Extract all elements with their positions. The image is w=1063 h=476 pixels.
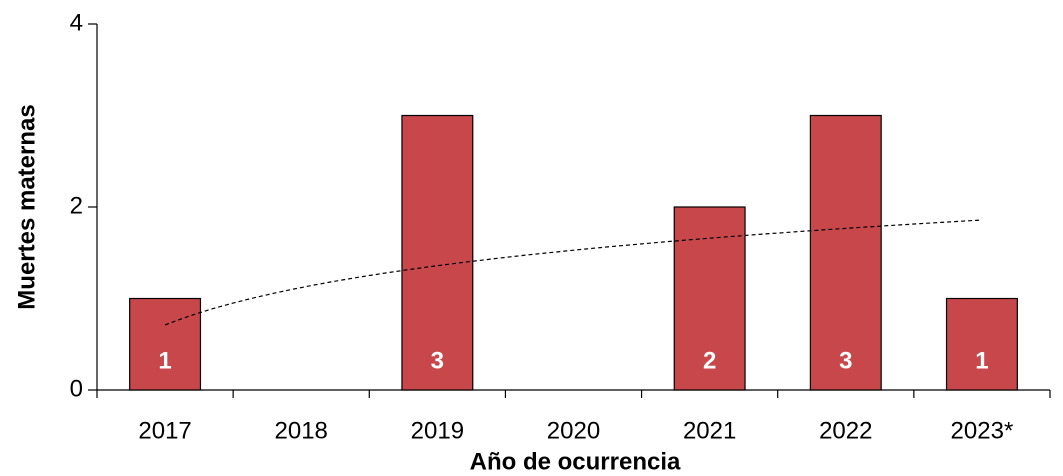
x-tick-label: 2019 [411, 417, 464, 444]
data-label: 1 [158, 347, 171, 374]
data-label: 3 [431, 347, 444, 374]
x-tick-label: 2017 [138, 417, 191, 444]
data-label: 2 [703, 347, 716, 374]
trendline [164, 219, 982, 326]
y-tick-label: 2 [70, 192, 83, 219]
y-axis-label: Muertes maternas [13, 104, 40, 309]
x-tick-label: 2023* [951, 417, 1014, 444]
bar [129, 297, 202, 391]
bar [945, 297, 1018, 391]
bar [809, 114, 882, 391]
x-tick-label: 2020 [547, 417, 600, 444]
bar [673, 206, 746, 391]
y-tick-label: 0 [70, 375, 83, 402]
x-tick-label: 2018 [275, 417, 328, 444]
bar [401, 114, 474, 391]
data-label: 3 [839, 347, 852, 374]
y-tick-label: 4 [70, 9, 83, 36]
data-label: 1 [975, 347, 988, 374]
x-tick-label: 2022 [819, 417, 872, 444]
x-tick-label: 2021 [683, 417, 736, 444]
x-axis-label: Año de ocurrencia [470, 448, 681, 475]
